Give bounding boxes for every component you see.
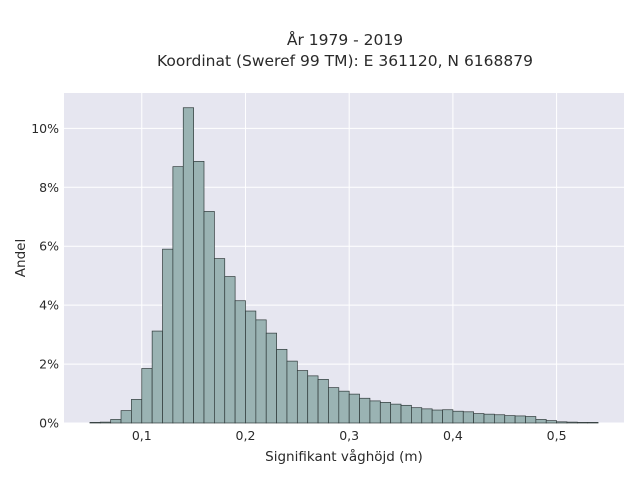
histogram-bar — [234, 300, 246, 424]
histogram-bar — [203, 211, 215, 424]
histogram-bar — [525, 416, 537, 424]
histogram-bar — [369, 400, 381, 424]
histogram-bar — [545, 420, 557, 424]
histogram-bar — [265, 332, 277, 424]
x-tick-label: 0,4 — [443, 428, 463, 443]
x-tick-label: 0,1 — [132, 428, 152, 443]
histogram-bar — [286, 360, 298, 424]
histogram-bar — [556, 421, 568, 424]
histogram-bar — [431, 409, 443, 424]
histogram-bar — [348, 393, 360, 424]
histogram-bar — [442, 409, 454, 424]
histogram-bar — [131, 399, 143, 424]
grid-lines — [64, 93, 624, 424]
histogram-bar — [162, 248, 174, 424]
x-tick-label: 0,2 — [236, 428, 256, 443]
histogram-bar — [328, 387, 340, 424]
histogram-bar — [89, 422, 101, 424]
histogram-bar — [390, 403, 402, 424]
histogram-bar — [110, 419, 122, 424]
y-tick-label: 0% — [39, 416, 59, 431]
histogram-bar — [535, 419, 547, 424]
y-tick-label: 6% — [39, 239, 59, 254]
histogram-bar — [483, 413, 495, 424]
chart-title: År 1979 - 2019 — [287, 30, 403, 49]
y-axis-label: Andel — [13, 239, 29, 277]
histogram-bar — [566, 421, 578, 424]
y-tick-label: 2% — [39, 357, 59, 372]
histogram-bar — [141, 368, 153, 424]
y-tick-label: 10% — [31, 121, 59, 136]
histogram-bar — [245, 310, 257, 424]
x-axis-label: Signifikant våghöjd (m) — [265, 448, 423, 465]
histogram-bar — [411, 407, 423, 424]
histogram-bar — [214, 258, 226, 424]
histogram-bar — [255, 319, 267, 424]
histogram-bar — [193, 161, 205, 424]
y-axis-ticks: 0% 2% 4% 6% 8% 10% — [31, 121, 59, 431]
histogram-bar — [307, 375, 319, 424]
histogram-bar — [452, 410, 464, 424]
histogram-bar — [587, 422, 599, 424]
histogram-bar — [494, 414, 506, 424]
histogram-bar — [359, 397, 371, 424]
histogram-bar — [296, 370, 309, 424]
histogram-bar — [504, 415, 516, 424]
histogram-bar — [120, 410, 132, 424]
histogram-bar — [182, 107, 194, 424]
histogram-bar — [473, 413, 485, 424]
histogram-bar — [99, 421, 112, 424]
histogram-bar — [276, 348, 288, 424]
histogram-bars — [89, 107, 599, 424]
y-tick-label: 4% — [39, 298, 59, 313]
x-tick-label: 0,5 — [547, 428, 567, 443]
histogram-bar — [224, 276, 236, 424]
chart-subtitle: Koordinat (Sweref 99 TM): E 361120, N 61… — [157, 52, 533, 70]
histogram-bar — [317, 379, 329, 424]
histogram-bar — [151, 330, 163, 424]
histogram-bar — [576, 422, 589, 424]
x-tick-label: 0,3 — [339, 428, 359, 443]
y-tick-label: 8% — [39, 180, 59, 195]
x-axis-ticks: 0,1 0,2 0,3 0,4 0,5 — [132, 428, 567, 443]
histogram-bar — [462, 411, 474, 424]
histogram-bar — [379, 402, 392, 424]
histogram-bar — [400, 404, 412, 424]
histogram-bar — [172, 166, 184, 424]
histogram-bar — [338, 390, 350, 424]
histogram-bar — [421, 408, 433, 424]
histogram-bar — [514, 415, 526, 424]
